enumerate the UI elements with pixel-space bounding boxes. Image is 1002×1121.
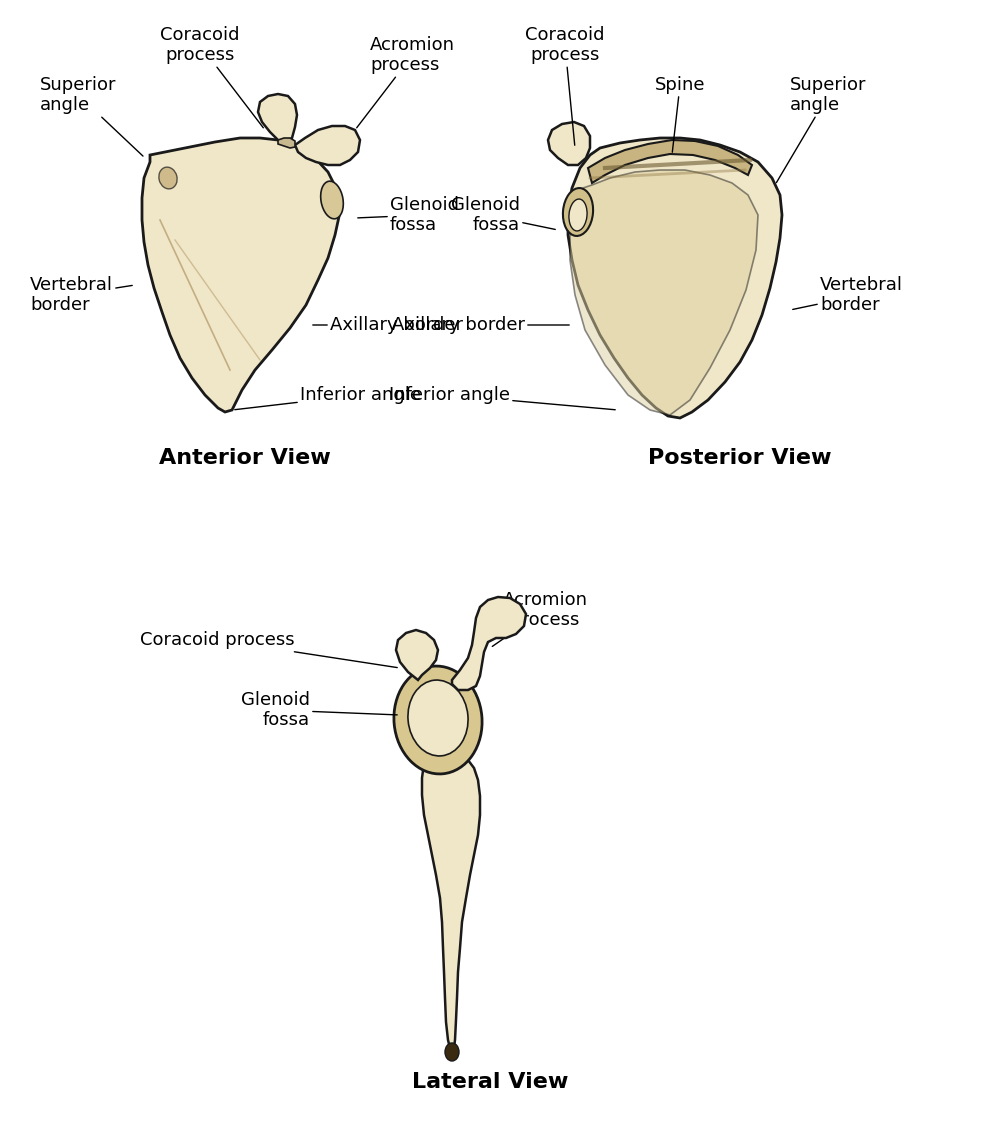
Text: Glenoid
fossa: Glenoid fossa <box>451 195 555 234</box>
Text: Superior
angle: Superior angle <box>777 75 867 183</box>
Text: Superior
angle: Superior angle <box>40 75 143 156</box>
Text: Anterior View: Anterior View <box>159 448 331 467</box>
Polygon shape <box>452 597 526 691</box>
Polygon shape <box>588 140 752 183</box>
Text: Lateral View: Lateral View <box>412 1072 568 1092</box>
Text: Vertebral
border: Vertebral border <box>793 276 903 314</box>
Text: Axillary border: Axillary border <box>392 316 569 334</box>
Text: Coracoid process: Coracoid process <box>140 631 397 668</box>
Ellipse shape <box>321 182 344 219</box>
Text: Axillary border: Axillary border <box>313 316 463 334</box>
Text: Posterior View: Posterior View <box>648 448 832 467</box>
Polygon shape <box>278 138 295 148</box>
Text: Coracoid
process: Coracoid process <box>160 26 264 128</box>
Ellipse shape <box>563 188 593 235</box>
Polygon shape <box>396 630 438 680</box>
Ellipse shape <box>394 666 482 773</box>
Ellipse shape <box>445 1043 459 1060</box>
Text: Glenoid
fossa: Glenoid fossa <box>241 691 397 730</box>
Polygon shape <box>548 122 590 165</box>
Text: Acromion
process: Acromion process <box>492 591 587 647</box>
Text: Inferior angle: Inferior angle <box>389 386 615 410</box>
Ellipse shape <box>569 200 587 231</box>
Text: Vertebral
border: Vertebral border <box>30 276 132 314</box>
Polygon shape <box>422 750 480 1050</box>
Polygon shape <box>570 170 758 415</box>
Polygon shape <box>142 138 340 413</box>
Polygon shape <box>258 94 297 143</box>
Text: Acromion
process: Acromion process <box>357 36 455 128</box>
Ellipse shape <box>159 167 177 188</box>
Ellipse shape <box>408 680 468 756</box>
Text: Glenoid
fossa: Glenoid fossa <box>358 195 459 234</box>
Text: Spine: Spine <box>654 76 705 152</box>
Polygon shape <box>568 138 782 418</box>
Text: Coracoid
process: Coracoid process <box>525 26 605 146</box>
Polygon shape <box>295 126 360 165</box>
Text: Inferior angle: Inferior angle <box>234 386 421 409</box>
